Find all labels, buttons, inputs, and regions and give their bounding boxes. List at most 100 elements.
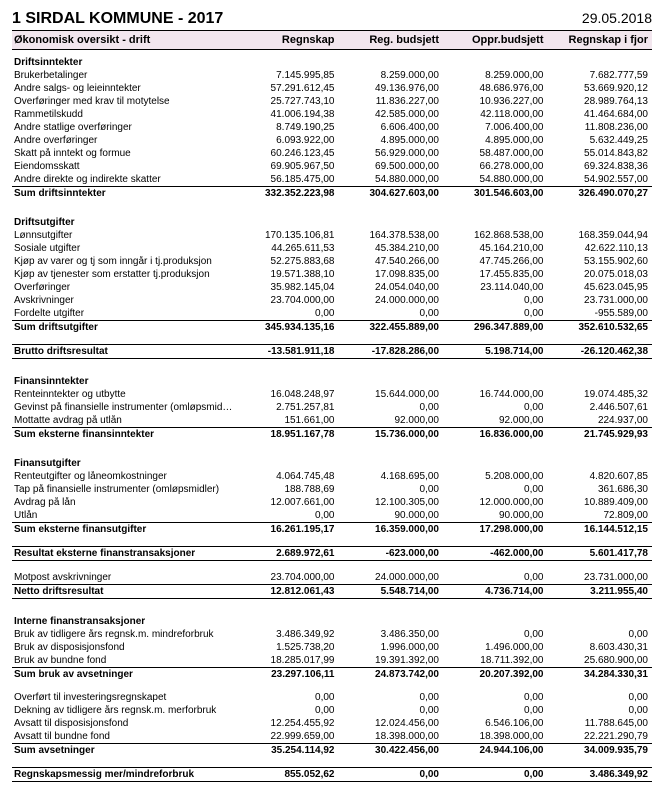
data-row: Utlån0,0090.000,0090.000,0072.809,00 — [12, 509, 652, 522]
report-date: 29.05.2018 — [582, 10, 652, 26]
row-label: Kjøp av varer og tj som inngår i tj.prod… — [12, 256, 234, 267]
row-value — [548, 57, 653, 68]
row-value: 69.500.000,00 — [339, 161, 444, 172]
row-label: Eiendomsskatt — [12, 161, 234, 172]
row-label: Tap på finansielle instrumenter (omløpsm… — [12, 484, 234, 495]
row-value: -623.000,00 — [339, 548, 444, 559]
row-value: 45.164.210,00 — [443, 243, 548, 254]
row-value: 322.455.889,00 — [339, 322, 444, 333]
row-value: 25.680.900,00 — [548, 655, 653, 666]
row-label: Andre overføringer — [12, 135, 234, 146]
row-value — [234, 217, 339, 228]
data-row: Andre overføringer6.093.922,004.895.000,… — [12, 134, 652, 147]
row-value: 34.009.935,79 — [548, 745, 653, 756]
row-value: 10.889.409,00 — [548, 497, 653, 508]
row-value: 16.359.000,00 — [339, 524, 444, 535]
row-value: 18.285.017,99 — [234, 655, 339, 666]
row-label: Sum eksterne finansutgifter — [12, 524, 234, 535]
data-row: Avskrivninger23.704.000,0024.000.000,000… — [12, 294, 652, 307]
row-value: 12.254.455,92 — [234, 718, 339, 729]
data-row: Bruk av disposisjonsfond1.525.738,201.99… — [12, 641, 652, 654]
row-value: 188.788,69 — [234, 484, 339, 495]
row-value: 16.744.000,00 — [443, 389, 548, 400]
data-row: Fordelte utgifter0,000,000,00-955.589,00 — [12, 307, 652, 320]
row-value: 168.359.044,94 — [548, 230, 653, 241]
row-label: Sosiale utgifter — [12, 243, 234, 254]
row-value: 53.155.902,60 — [548, 256, 653, 267]
row-value: 47.540.266,00 — [339, 256, 444, 267]
col-header-3: Oppr.budsjett — [443, 34, 548, 46]
row-label: Avskrivninger — [12, 295, 234, 306]
row-value: 0,00 — [339, 308, 444, 319]
row-value: 42.585.000,00 — [339, 109, 444, 120]
row-value: 332.352.223,98 — [234, 188, 339, 199]
row-value: 52.275.883,68 — [234, 256, 339, 267]
row-label: Finansutgifter — [12, 458, 234, 469]
row-value: 72.809,00 — [548, 510, 653, 521]
sum-row: Netto driftsresultat12.812.061,435.548.7… — [12, 584, 652, 599]
row-label: Brukerbetalinger — [12, 70, 234, 81]
row-value: 8.259.000,00 — [443, 70, 548, 81]
row-label: Andre salgs- og leieinntekter — [12, 83, 234, 94]
row-value: 3.486.350,00 — [339, 629, 444, 640]
sum-row: Sum avsetninger35.254.114,9230.422.456,0… — [12, 743, 652, 757]
row-value: 0,00 — [443, 769, 548, 780]
data-row: Avsatt til bundne fond22.999.659,00 18.39… — [12, 730, 652, 743]
row-value: 6.606.400,00 — [339, 122, 444, 133]
row-value: 12.024.456,00 — [339, 718, 444, 729]
row-value — [234, 616, 339, 627]
data-row: Avdrag på lån12.007.661,0012.100.305,001… — [12, 496, 652, 509]
row-value: 45.623.045,95 — [548, 282, 653, 293]
row-value: 0,00 — [234, 308, 339, 319]
row-value: 60.246.123,45 — [234, 148, 339, 159]
row-value — [234, 57, 339, 68]
row-value — [339, 616, 444, 627]
sum-row: Regnskapsmessig mer/mindreforbruk855.052… — [12, 767, 652, 782]
row-value: 296.347.889,00 — [443, 322, 548, 333]
row-value: 18.398.000,00 — [443, 731, 548, 742]
data-row: Mottatte avdrag på utlån151.661,0092.000… — [12, 414, 652, 427]
row-value: 0,00 — [443, 308, 548, 319]
row-value: 42.622.110,13 — [548, 243, 653, 254]
row-value: 16.144.512,15 — [548, 524, 653, 535]
row-value: 23.731.000,00 — [548, 295, 653, 306]
row-value: 6.546.106,00 — [443, 718, 548, 729]
row-value — [443, 57, 548, 68]
col-header-2: Reg. budsjett — [339, 34, 444, 46]
row-value: 3.486.349,92 — [234, 629, 339, 640]
data-row: Sosiale utgifter44.265.611,5345.384.210,… — [12, 242, 652, 255]
row-label: Overføringer — [12, 282, 234, 293]
row-value: 69.905.967,50 — [234, 161, 339, 172]
row-label: Bruk av tidligere års regnsk.m. mindrefo… — [12, 629, 234, 640]
sum-row: Sum eksterne finansutgifter16.261.195,17… — [12, 522, 652, 536]
row-value: 41.464.684,00 — [548, 109, 653, 120]
section-title: Driftsutgifter — [12, 216, 652, 229]
row-value: 7.006.400,00 — [443, 122, 548, 133]
row-value: 24.000.000,00 — [339, 572, 444, 583]
col-header-1: Regnskap — [234, 34, 339, 46]
row-value: 35.254.114,92 — [234, 745, 339, 756]
row-value: 5.198.714,00 — [443, 346, 548, 357]
row-value: 0,00 — [443, 295, 548, 306]
row-label: Renteinntekter og utbytte — [12, 389, 234, 400]
row-label: Interne finanstransaksjoner — [12, 616, 234, 627]
row-value: 4.736.714,00 — [443, 586, 548, 597]
row-label: Renteutgifter og låneomkostninger — [12, 471, 234, 482]
data-row: Bruk av bundne fond18.285.017,9919.391.3… — [12, 654, 652, 667]
data-row: Renteutgifter og låneomkostninger4.064.7… — [12, 470, 652, 483]
row-value: 10.936.227,00 — [443, 96, 548, 107]
row-value: 361.686,30 — [548, 484, 653, 495]
row-label: Avsatt til bundne fond — [12, 731, 234, 742]
row-value: 4.895.000,00 — [443, 135, 548, 146]
row-label: Brutto driftsresultat — [12, 346, 234, 357]
row-label: Regnskapsmessig mer/mindreforbruk — [12, 769, 234, 780]
data-row: Skatt på inntekt og formue60.246.123,455… — [12, 147, 652, 160]
row-value: 3.486.349,92 — [548, 769, 653, 780]
row-value: 8.749.190,25 — [234, 122, 339, 133]
row-label: Sum bruk av avsetninger — [12, 669, 234, 680]
row-value: 22.999.659,00 — [234, 731, 339, 742]
data-row: Kjøp av tjenester som erstatter tj.produ… — [12, 268, 652, 281]
row-value: 90.000,00 — [339, 510, 444, 521]
sum-row: Resultat eksterne finanstransaksjoner2.6… — [12, 546, 652, 561]
row-value: 0,00 — [234, 692, 339, 703]
